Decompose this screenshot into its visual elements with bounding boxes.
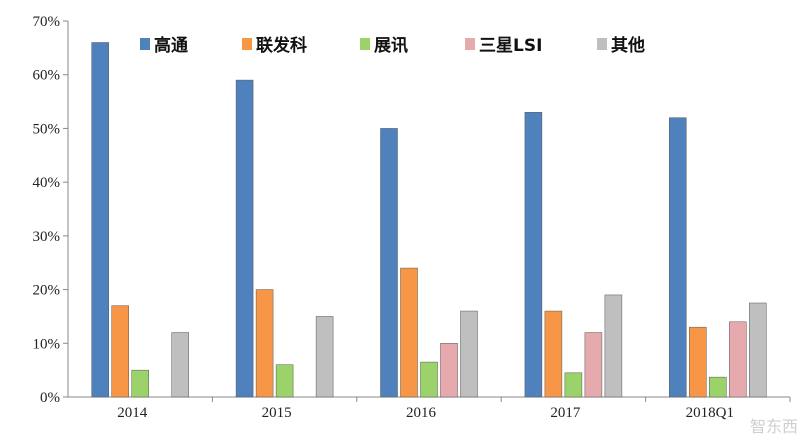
- y-tick-label: 0%: [40, 390, 60, 406]
- y-tick-label: 50%: [33, 121, 61, 137]
- y-tick-label: 20%: [33, 283, 61, 299]
- legend-swatch: [140, 38, 150, 50]
- bar-2014-4: [171, 332, 189, 398]
- bar-2015-4: [315, 316, 334, 398]
- bars: [91, 42, 767, 398]
- x-tick-label: 2017: [550, 405, 581, 421]
- legend-label: 展讯: [374, 36, 408, 56]
- bar-2016-4: [460, 310, 478, 398]
- bar-2017-0: [524, 112, 543, 398]
- y-axis: 0% 10% 20% 30% 40% 50% 60% 70%: [33, 14, 69, 406]
- x-tick-label: 2016: [406, 405, 437, 421]
- legend: 高通 联发科 展讯 三星LSI 其他: [140, 35, 645, 56]
- bar-2014-1: [111, 305, 129, 398]
- bar-2017-2: [564, 372, 583, 398]
- bar-2017-3: [584, 332, 603, 398]
- legend-label: 三星LSI: [479, 36, 542, 56]
- watermark: 智东西: [750, 418, 798, 434]
- x-tick-label: 2014: [117, 405, 148, 421]
- y-tick-label: 40%: [33, 175, 61, 191]
- legend-label: 联发科: [256, 35, 307, 56]
- legend-label: 其他: [611, 35, 645, 56]
- bar-2015-0: [235, 79, 254, 398]
- legend-swatch: [465, 38, 475, 50]
- legend-swatch: [360, 38, 370, 50]
- bar-2016-3: [440, 343, 458, 398]
- bar-2017-4: [604, 294, 623, 398]
- y-tick-label: 60%: [33, 68, 61, 84]
- bar-2014-2: [131, 369, 149, 398]
- bar-2017-1: [544, 310, 563, 398]
- bar-2016-1: [400, 267, 418, 398]
- legend-swatch: [597, 38, 607, 50]
- bar-2018Q1-0: [669, 117, 687, 398]
- y-tick-label: 10%: [33, 336, 61, 352]
- legend-label: 高通: [154, 35, 188, 56]
- bar-2015-1: [255, 289, 274, 398]
- x-axis: 2014 2015 2016 2017 2018Q1: [68, 396, 791, 421]
- bar-2018Q1-3: [729, 321, 747, 398]
- bar-2014-0: [91, 42, 109, 398]
- bar-2018Q1-2: [709, 376, 727, 398]
- legend-swatch: [242, 38, 252, 50]
- bar-2016-2: [420, 361, 438, 398]
- bar-2015-2: [275, 364, 294, 398]
- bar-2018Q1-4: [749, 302, 767, 398]
- bar-2018Q1-1: [689, 326, 707, 398]
- bar-2016-0: [380, 128, 398, 398]
- y-tick-label: 70%: [33, 14, 61, 30]
- y-tick-label: 30%: [33, 229, 61, 245]
- x-tick-label: 2018Q1: [686, 405, 734, 421]
- x-tick-label: 2015: [262, 405, 292, 421]
